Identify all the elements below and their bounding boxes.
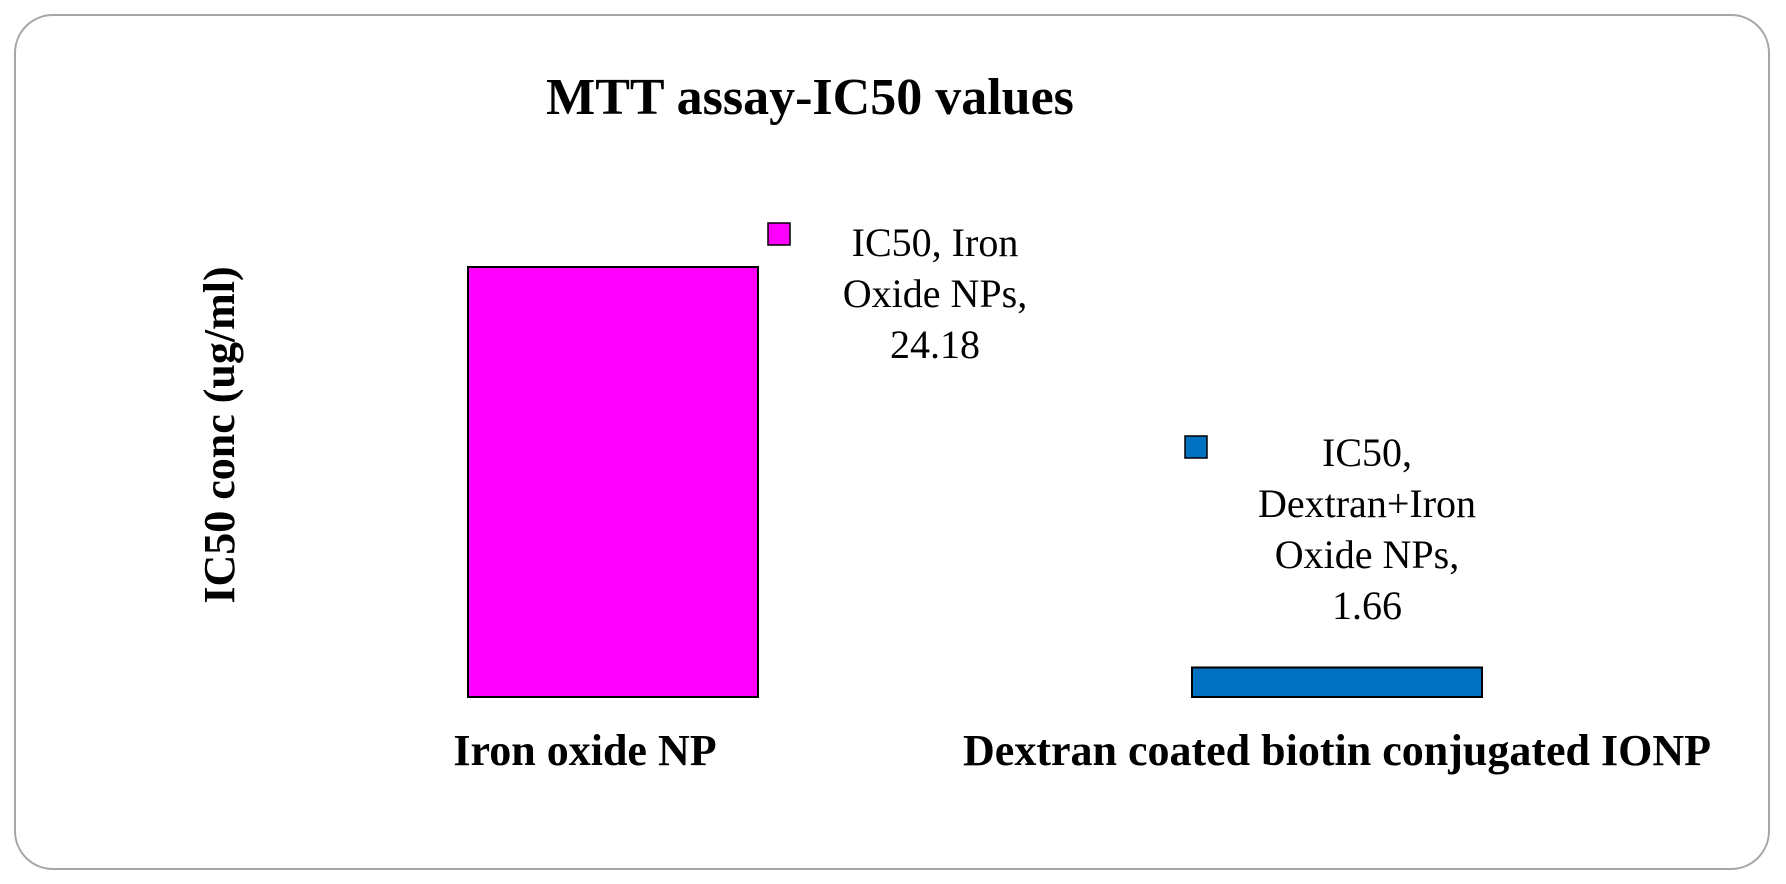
data-label-marker	[1184, 435, 1208, 459]
bar-0	[467, 266, 759, 698]
x-tick-labels: Iron oxide NP Dextran coated biotin conju…	[453, 726, 1711, 775]
chart-frame	[14, 14, 1770, 870]
data-label-line: IC50, Iron	[852, 220, 1019, 265]
y-axis-label: IC50 conc (ug/ml)	[195, 266, 244, 603]
data-label-line: Oxide NPs,	[1275, 532, 1459, 577]
bar-1	[1191, 666, 1483, 698]
data-label-line: Oxide NPs,	[843, 271, 1027, 316]
bars-group	[467, 266, 1483, 698]
data-label-line: 1.66	[1332, 583, 1402, 628]
chart-title: MTT assay-IC50 values	[546, 69, 1074, 126]
x-tick-label: Dextran coated biotin conjugated IONP	[963, 726, 1711, 775]
data-label-marker	[767, 222, 791, 246]
data-label-line: Dextran+Iron	[1258, 481, 1476, 526]
data-labels: IC50, Iron Oxide NPs, 24.18 IC50, Dextran+Ir…	[767, 220, 1476, 628]
data-label-line: 24.18	[890, 322, 980, 367]
data-label-line: IC50,	[1322, 430, 1412, 475]
x-tick-label: Iron oxide NP	[453, 726, 716, 775]
